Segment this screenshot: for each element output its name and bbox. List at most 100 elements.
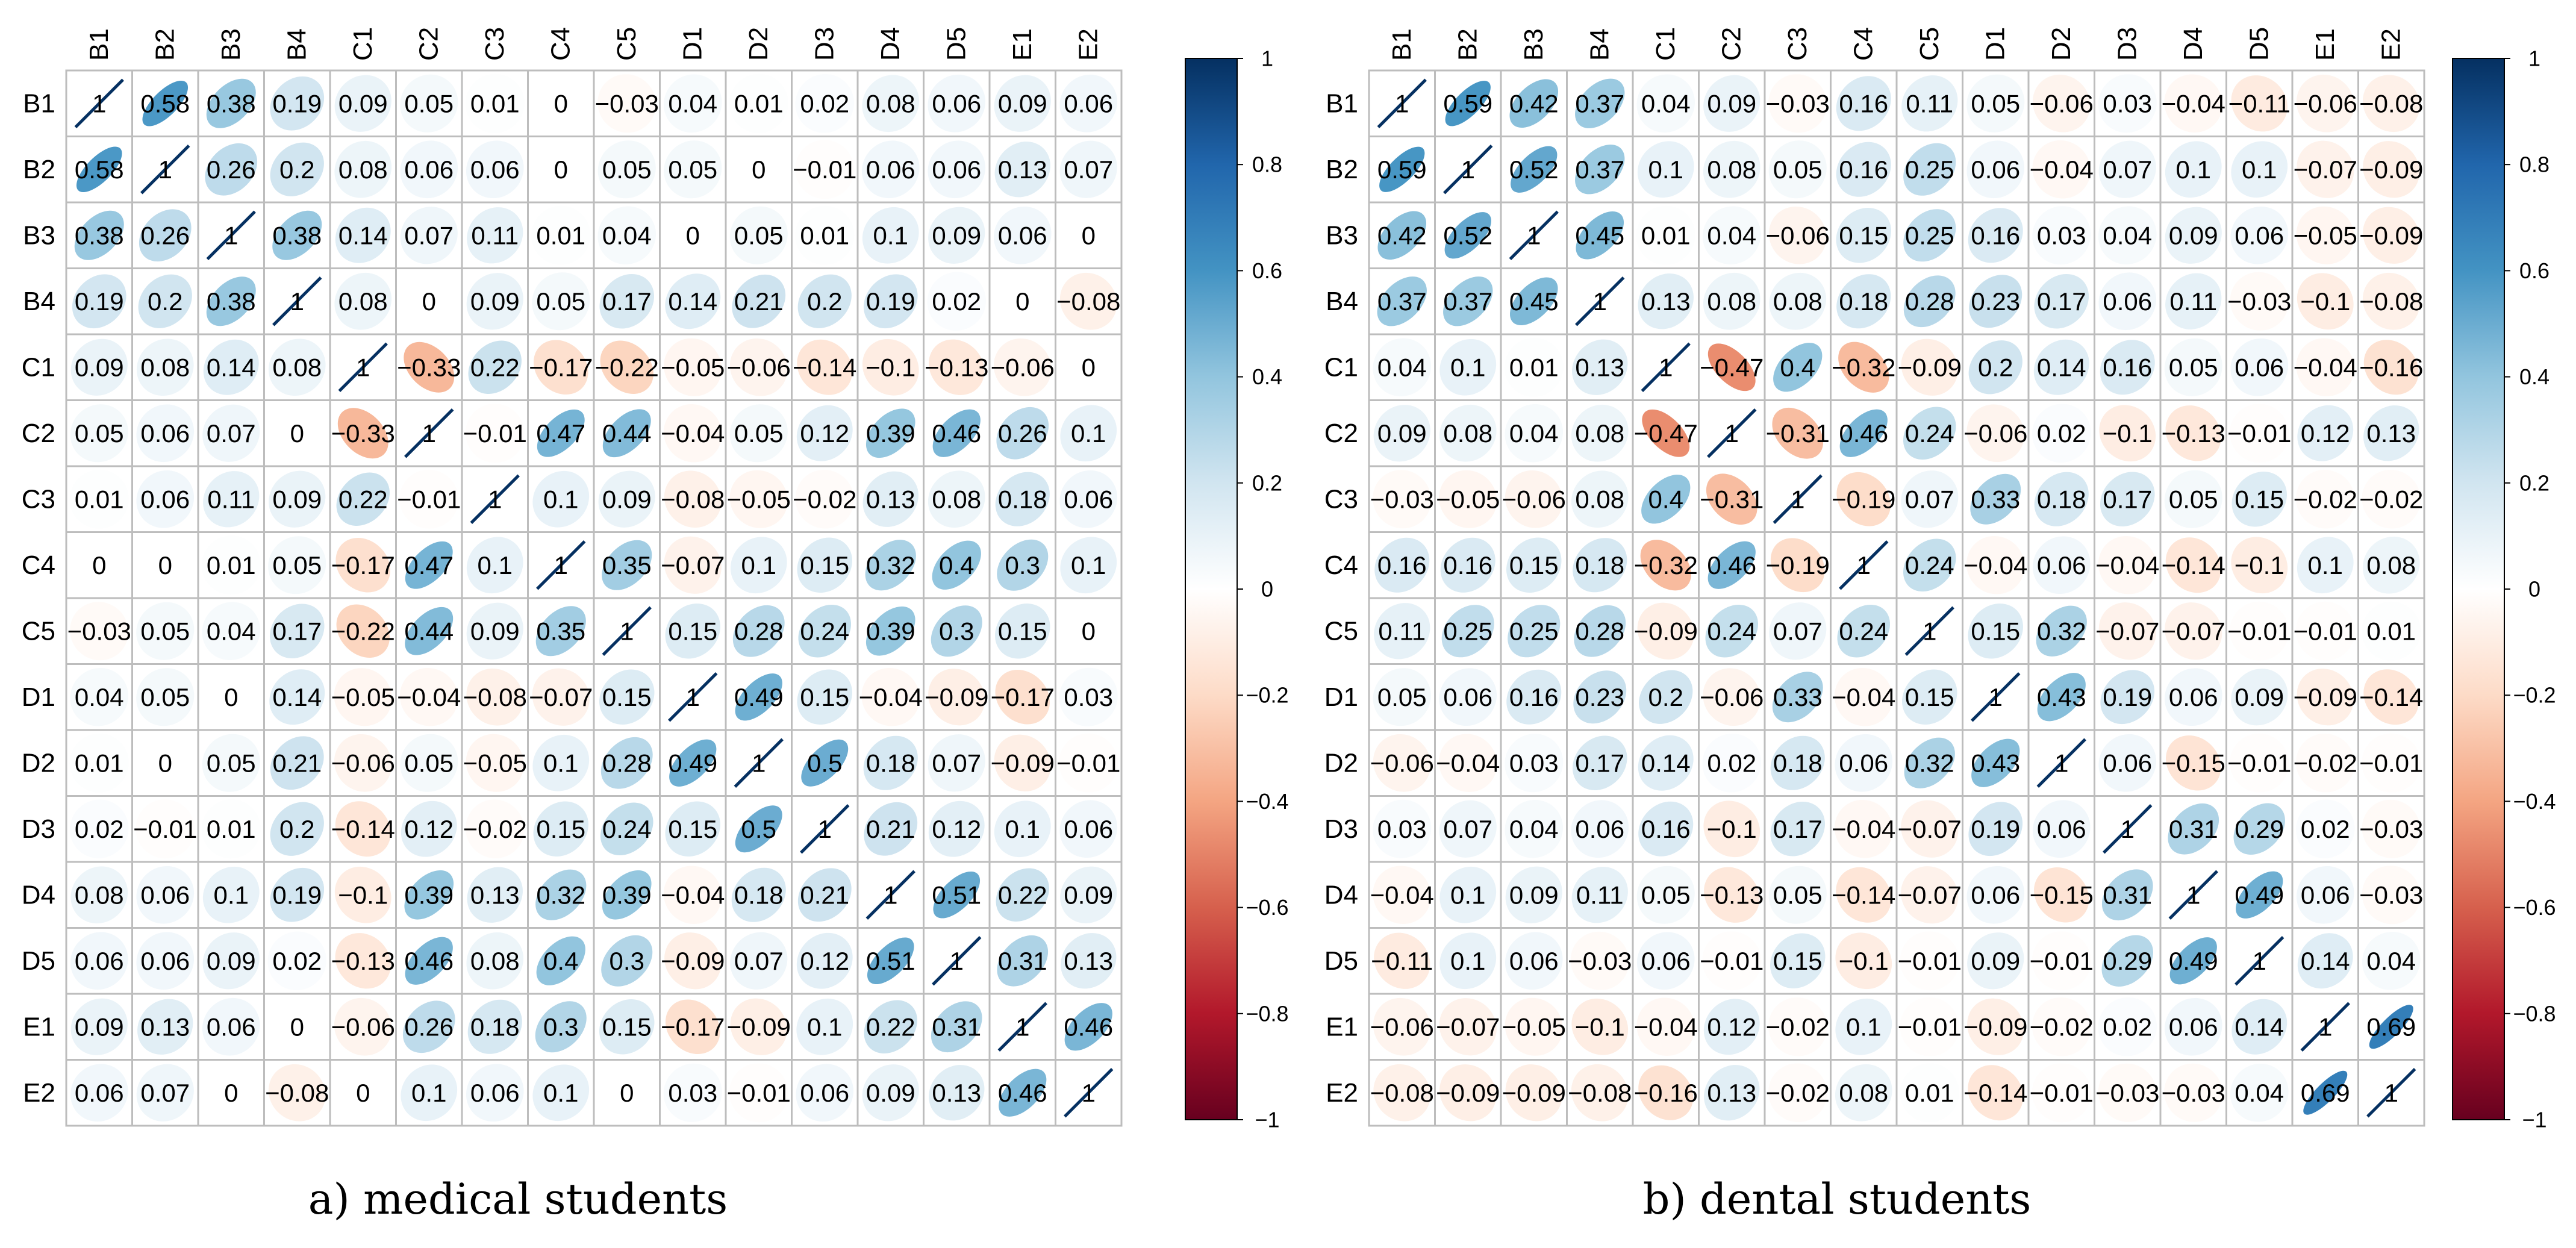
cell-value: 0.14: [1641, 749, 1691, 777]
cell-value: 0: [620, 1079, 634, 1107]
corr-cell: −0.07: [527, 663, 595, 731]
corr-cell: 0.11: [197, 465, 265, 533]
corr-cell: 0.1: [1830, 993, 1898, 1061]
corr-cell: 0.01: [2357, 597, 2425, 665]
corr-cell: 0: [197, 1059, 265, 1127]
cell-value: −0.15: [2030, 881, 2094, 909]
cell-value: 0.51: [932, 881, 981, 909]
cell-value: 0.08: [338, 155, 388, 184]
cell-value: 1: [2054, 749, 2068, 777]
cell-value: −0.19: [1832, 485, 1895, 513]
row-label: B2: [1326, 155, 1358, 184]
corr-cell: 0.06: [1566, 795, 1634, 863]
cell-value: −0.01: [463, 419, 527, 448]
corr-ellipse: [2032, 997, 2091, 1056]
corr-cell: 0.14: [1632, 729, 1700, 797]
cell-value: −0.1: [1839, 947, 1889, 975]
column-label: B1: [1387, 28, 1417, 61]
corr-ellipse: [401, 800, 457, 857]
corr-ellipse: [270, 867, 325, 922]
corr-ellipse: [665, 604, 720, 659]
cell-value: 0.29: [2103, 947, 2152, 975]
corr-cell: −0.08: [2357, 267, 2425, 335]
corr-ellipse: [135, 535, 195, 595]
corr-ellipse: [1058, 205, 1118, 266]
colorbar-tick-label: 1: [2528, 46, 2540, 71]
diagonal-mark: [206, 210, 256, 260]
cell-value: 0.5: [741, 815, 776, 843]
colorbar-tick-label: 0.2: [2519, 470, 2549, 495]
corr-ellipse: [1902, 669, 1957, 725]
corr-ellipse: [1506, 669, 1562, 725]
corr-ellipse: [465, 799, 525, 859]
column-label: D5: [941, 27, 971, 61]
corr-cell: 0.04: [593, 201, 661, 269]
corr-ellipse: [70, 602, 129, 661]
cell-value: 0.2: [807, 287, 842, 316]
colorbar-tick-label: 0.6: [1252, 258, 1282, 283]
corr-cell: −0.1: [1566, 993, 1634, 1061]
corr-cell: 0.4: [527, 927, 595, 995]
corr-ellipse: [1966, 404, 2025, 463]
corr-ellipse: [1059, 800, 1118, 858]
row-label: D3: [1324, 814, 1358, 844]
corr-ellipse: [1509, 277, 1558, 326]
corr-ellipse: [2165, 537, 2221, 593]
corr-ellipse: [1968, 208, 2023, 263]
corr-ellipse: [1970, 473, 2021, 525]
corr-cell: −0.04: [1830, 795, 1898, 863]
cell-value: 0.09: [1707, 89, 1756, 117]
corr-ellipse: [729, 404, 788, 463]
corr-ellipse: [931, 605, 982, 657]
corr-cell: 0.09: [593, 465, 661, 533]
corr-cell: 0.32: [856, 531, 925, 599]
corr-cell: −0.19: [1764, 531, 1832, 599]
corr-cell: −0.03: [2357, 795, 2425, 863]
cell-value: 1: [1989, 683, 2003, 711]
corr-ellipse: [270, 76, 325, 131]
corr-ellipse: [2100, 472, 2155, 527]
colorbar-tick-label: −0.6: [1246, 895, 1288, 920]
cell-value: 0.69: [2301, 1079, 2350, 1107]
corr-ellipse: [1707, 541, 1756, 589]
corr-cell: 1: [461, 465, 529, 533]
corr-ellipse: [1768, 1063, 1827, 1123]
cell-value: 0.01: [1641, 221, 1691, 249]
corr-ellipse: [72, 274, 126, 329]
corr-cell: 0.47: [527, 399, 595, 467]
corr-ellipse: [730, 998, 787, 1055]
corr-ellipse: [405, 541, 453, 589]
corr-cell: 0.06: [65, 927, 133, 995]
corr-ellipse: [69, 733, 129, 793]
cell-value: 0.2: [1978, 353, 2013, 381]
corr-ellipse: [336, 472, 390, 526]
corr-cell: 1: [2225, 927, 2294, 995]
cell-value: 0.59: [1377, 155, 1427, 184]
cell-value: 0.19: [272, 89, 322, 117]
corr-ellipse: [1903, 143, 1956, 196]
corr-ellipse: [267, 997, 327, 1057]
corr-cell: 0.14: [263, 663, 331, 731]
corr-cell: 1: [395, 399, 463, 467]
diagonal-mark: [1707, 408, 1757, 458]
cell-value: −0.01: [133, 815, 197, 843]
cell-value: −0.01: [397, 485, 461, 513]
corr-cell: 0.06: [1055, 465, 1123, 533]
cell-value: 0.43: [1971, 749, 2020, 777]
corr-cell: 0.01: [1895, 1059, 1963, 1127]
corr-ellipse: [2032, 140, 2091, 199]
corr-cell: 0.18: [2027, 465, 2095, 533]
diagonal-mark: [272, 276, 322, 326]
cell-value: −0.17: [529, 353, 593, 381]
corr-cell: −0.03: [593, 69, 661, 137]
cell-value: −0.04: [1370, 881, 1434, 909]
corr-ellipse: [1571, 404, 1629, 462]
corr-ellipse: [2032, 800, 2091, 858]
corr-cell: 0.09: [65, 993, 133, 1061]
cell-value: 0.09: [866, 1079, 915, 1107]
corr-ellipse: [1705, 604, 1759, 658]
corr-cell: 0.01: [791, 201, 859, 269]
cell-value: 0: [290, 1012, 304, 1041]
cell-value: −0.06: [1700, 683, 1764, 711]
cell-value: −0.05: [463, 749, 527, 777]
